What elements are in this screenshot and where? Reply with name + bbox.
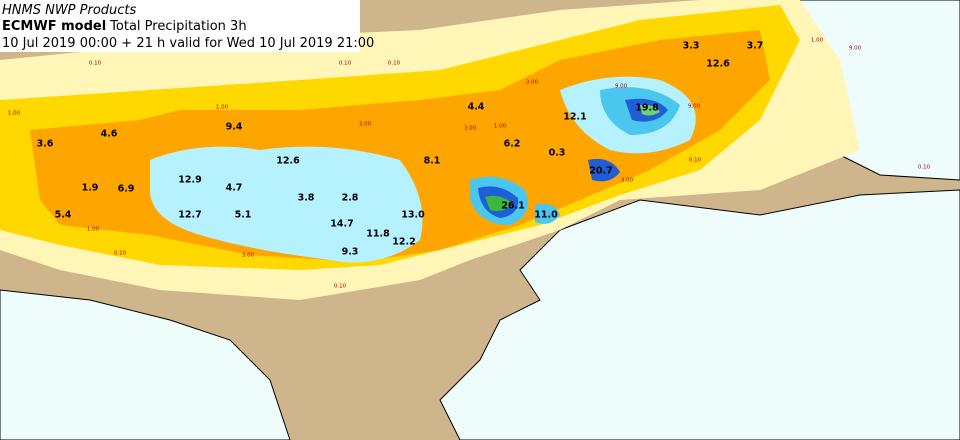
contour-label: 1.00 <box>216 105 229 111</box>
max-label: 2.8 <box>342 193 359 204</box>
contour-label: 9.00 <box>615 84 628 90</box>
header-model: ECMWF model <box>2 19 106 34</box>
labels: 3.3 3.7 12.6 4.4 19.8 12.1 9.4 4.6 3.6 6.2 0.3 12.6… <box>8 38 931 290</box>
contour-label: 3.00 <box>464 126 477 132</box>
header-source: HNMS NWP Products <box>2 3 137 18</box>
contour-label: 3.00 <box>242 253 255 259</box>
max-label: 12.1 <box>563 112 586 123</box>
header-product: Total Precipitation 3h <box>109 19 246 34</box>
max-label: 12.9 <box>178 175 201 186</box>
max-label: 3.7 <box>747 41 764 52</box>
max-label: 3.6 <box>37 139 54 150</box>
aegean-sea <box>439 189 960 440</box>
max-label: 3.8 <box>298 193 315 204</box>
max-label: 6.9 <box>118 184 135 195</box>
header-product-line: ECMWF model Total Precipitation 3h <box>2 19 247 34</box>
contour-label: 0.10 <box>114 251 127 257</box>
max-label: 13.0 <box>401 210 425 221</box>
max-label: 11.0 <box>534 210 558 221</box>
precip-blue <box>588 158 620 182</box>
precip-cyan <box>535 203 560 224</box>
contour-label: 0.10 <box>388 61 401 67</box>
max-label: 9.3 <box>342 247 359 258</box>
contour-label: 0.10 <box>339 61 352 67</box>
max-label: 5.4 <box>55 210 72 221</box>
max-label: 1.9 <box>82 183 99 194</box>
max-label: 20.7 <box>589 166 612 177</box>
contour-label: 1.00 <box>8 111 21 117</box>
contour-label: 0.10 <box>689 158 702 164</box>
max-label: 4.4 <box>468 102 485 113</box>
max-label: 26.1 <box>501 201 524 212</box>
contour-label: 3.00 <box>526 80 539 86</box>
contour-label: 9.00 <box>688 104 701 110</box>
max-label: 12.6 <box>706 59 730 70</box>
contour-label: 3.00 <box>621 178 634 184</box>
max-label: 4.6 <box>101 129 118 140</box>
header-valid: 10 Jul 2019 00:00 + 21 h valid for Wed 1… <box>2 36 374 51</box>
max-label: 11.8 <box>366 229 390 240</box>
contour-label: 0.10 <box>334 284 347 290</box>
max-label: 8.1 <box>424 156 441 167</box>
header-box <box>0 0 360 52</box>
max-label: 5.1 <box>235 210 252 221</box>
max-label: 12.6 <box>276 156 300 167</box>
max-label: 6.2 <box>504 139 521 150</box>
precip-green <box>640 104 660 116</box>
max-label: 9.4 <box>226 122 243 133</box>
contour-label: 0.10 <box>918 165 931 171</box>
contour-label: 1.00 <box>87 227 100 233</box>
contour-label: 1.00 <box>494 124 507 130</box>
max-label: 12.2 <box>392 237 415 248</box>
max-label: 4.7 <box>226 183 243 194</box>
contour-label: 9.00 <box>849 46 862 52</box>
contour-label: 1.00 <box>811 38 824 44</box>
precip-lightblue <box>150 146 423 263</box>
max-label: 0.3 <box>549 148 566 159</box>
max-label: 3.3 <box>683 41 700 52</box>
max-label: 14.7 <box>330 219 353 230</box>
contour-label: 0.10 <box>89 61 102 67</box>
contour-label: 3.00 <box>359 122 372 128</box>
max-label: 12.7 <box>178 210 201 221</box>
max-label: 19.8 <box>635 103 659 114</box>
precip-green <box>485 195 512 212</box>
ionian-sea <box>0 289 291 440</box>
